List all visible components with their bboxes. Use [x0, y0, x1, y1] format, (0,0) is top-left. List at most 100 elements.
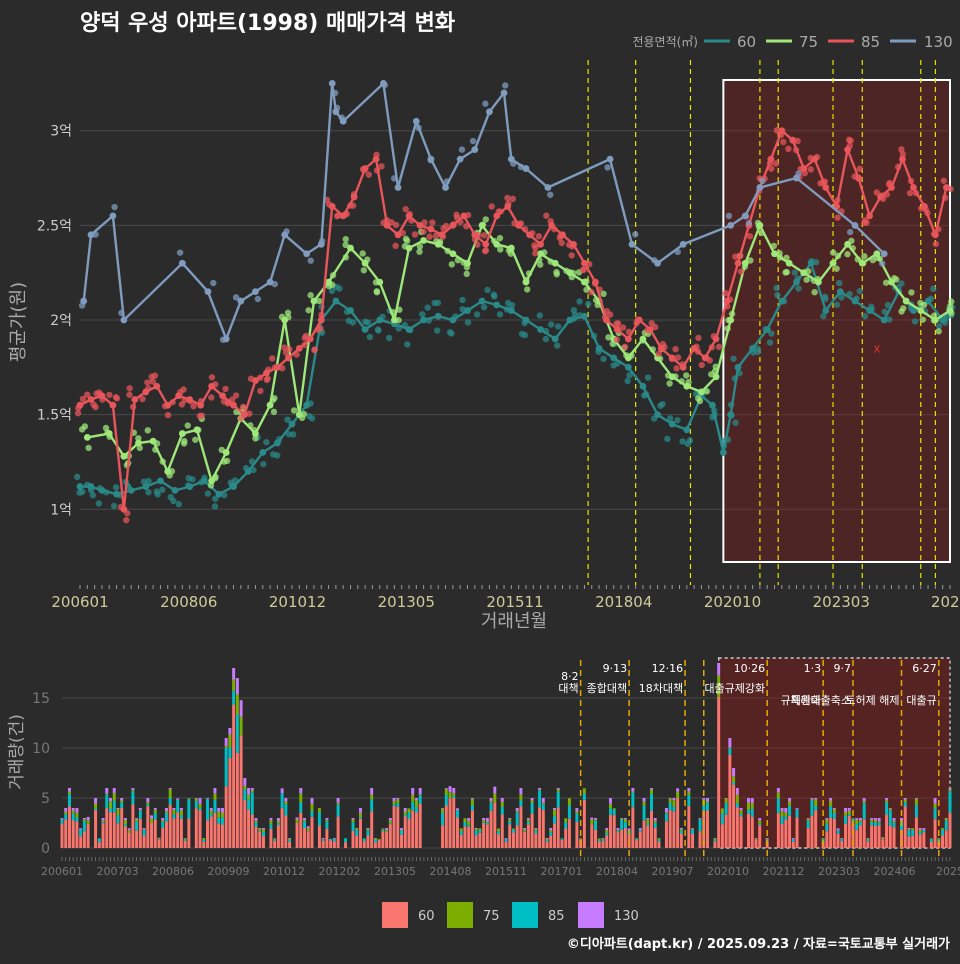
- volume-bar-75: [105, 793, 109, 795]
- volume-bar-75: [590, 819, 594, 825]
- price-trend-point-60: [749, 344, 757, 352]
- volume-bar-60: [635, 840, 639, 848]
- volume-bar-85: [519, 800, 523, 807]
- volume-bar-85: [900, 822, 903, 830]
- volume-bar-130: [452, 788, 456, 794]
- volume-bar-75: [545, 838, 549, 841]
- volume-bar-60: [86, 823, 90, 848]
- price-trend-point-85: [120, 505, 128, 513]
- volume-bar-60: [75, 821, 79, 848]
- volume-bar-60: [795, 817, 799, 848]
- volume-bar-60: [862, 819, 866, 848]
- volume-bar-60: [594, 829, 598, 848]
- volume-bar-85: [209, 814, 213, 817]
- volume-bar-75: [810, 799, 814, 801]
- volume-bar-60: [493, 802, 497, 848]
- volume-bar-75: [579, 838, 583, 841]
- price-trend-point-75: [493, 240, 501, 248]
- price-trend-point-60: [793, 278, 800, 286]
- volume-bar-85: [269, 824, 273, 829]
- price-point-75: [135, 435, 142, 442]
- price-trend-point-85: [273, 363, 281, 371]
- price-point-85: [621, 343, 629, 351]
- volume-bar-60: [691, 833, 695, 848]
- volume-bar-60: [601, 840, 605, 848]
- price-point-60: [308, 415, 316, 422]
- volume-bar-130: [209, 808, 213, 811]
- volume-bar-130: [373, 838, 377, 839]
- volume-bar-130: [739, 808, 743, 811]
- volume-bar-60: [362, 841, 366, 848]
- volume-bar-85: [534, 830, 538, 834]
- volume-bar-60: [720, 824, 724, 848]
- volume-bar-75: [254, 820, 258, 823]
- volume-bar-130: [903, 798, 907, 800]
- volume-bar-75: [373, 838, 377, 840]
- volume-bar-60: [332, 841, 336, 848]
- price-point-85: [873, 189, 880, 196]
- price-trend-point-60: [288, 420, 296, 428]
- volume-bar-60: [217, 823, 221, 848]
- volume-bar-85: [332, 838, 336, 842]
- volume-bar-75: [754, 839, 758, 840]
- price-point-60: [795, 285, 802, 292]
- volume-bar-60: [116, 823, 120, 848]
- price-trend-point-130: [332, 108, 340, 116]
- volume-bar-85: [220, 817, 224, 825]
- volume-bar-60: [243, 800, 247, 848]
- price-x-tick-label: 201012: [269, 593, 326, 611]
- legend-label-85: 85: [861, 33, 880, 51]
- volume-bars: [60, 663, 952, 848]
- price-trend-point-75: [566, 269, 574, 277]
- volume-bar-60: [478, 832, 482, 848]
- volume-bar-75: [224, 746, 228, 748]
- volume-bar-130: [590, 817, 594, 820]
- volume-bar-60: [247, 809, 251, 848]
- volume-bar-130: [829, 798, 833, 801]
- volume-bar-130: [758, 818, 762, 821]
- price-trend-point-130: [741, 212, 749, 220]
- volume-bar-130: [877, 818, 881, 822]
- volume-bar-75: [616, 829, 620, 831]
- volume-bar-85: [161, 822, 165, 829]
- volume-bar-85: [903, 802, 907, 807]
- policy-text-label: 토허제 해제: [845, 693, 899, 707]
- volume-bar-75: [467, 820, 471, 826]
- price-trend-point-75: [858, 259, 866, 267]
- volume-x-tick-label: 201012: [263, 865, 305, 878]
- volume-bar-75: [758, 820, 762, 824]
- volume-bar-60: [456, 817, 459, 848]
- volume-bar-130: [668, 798, 672, 799]
- volume-bar-75: [198, 803, 202, 808]
- price-trend-point-60: [244, 468, 252, 475]
- volume-bar-75: [650, 789, 653, 794]
- volume-bar-85: [414, 806, 418, 813]
- volume-bar-85: [560, 838, 564, 840]
- volume-bar-130: [239, 700, 243, 717]
- volume-bar-85: [914, 804, 918, 818]
- volume-bar-85: [594, 820, 598, 830]
- volume-bar-130: [474, 828, 478, 830]
- volume-bar-75: [150, 818, 154, 823]
- volume-bar-130: [541, 798, 545, 803]
- volume-bar-60: [150, 822, 154, 848]
- price-trend-point-130: [427, 155, 435, 163]
- volume-bar-85: [687, 794, 691, 807]
- policy-text-label: 규제완화: [781, 694, 821, 707]
- volume-bar-75: [739, 810, 743, 814]
- price-point-60: [459, 296, 466, 304]
- volume-bar-130: [747, 798, 751, 803]
- price-point-75: [290, 407, 298, 414]
- volume-bar-75: [71, 810, 75, 814]
- volume-bar-75: [206, 798, 209, 800]
- volume-bar-60: [344, 842, 348, 848]
- price-trend-point-75: [551, 259, 559, 267]
- price-trend-point-60: [493, 301, 501, 309]
- price-x-tick-label: 200806: [160, 593, 217, 611]
- volume-bar-85: [810, 800, 814, 816]
- price-point-75: [666, 380, 673, 387]
- volume-bar-60: [418, 803, 422, 848]
- volume-bar-75: [414, 799, 418, 807]
- volume-bar-60: [676, 798, 680, 848]
- volume-bar-130: [135, 818, 139, 819]
